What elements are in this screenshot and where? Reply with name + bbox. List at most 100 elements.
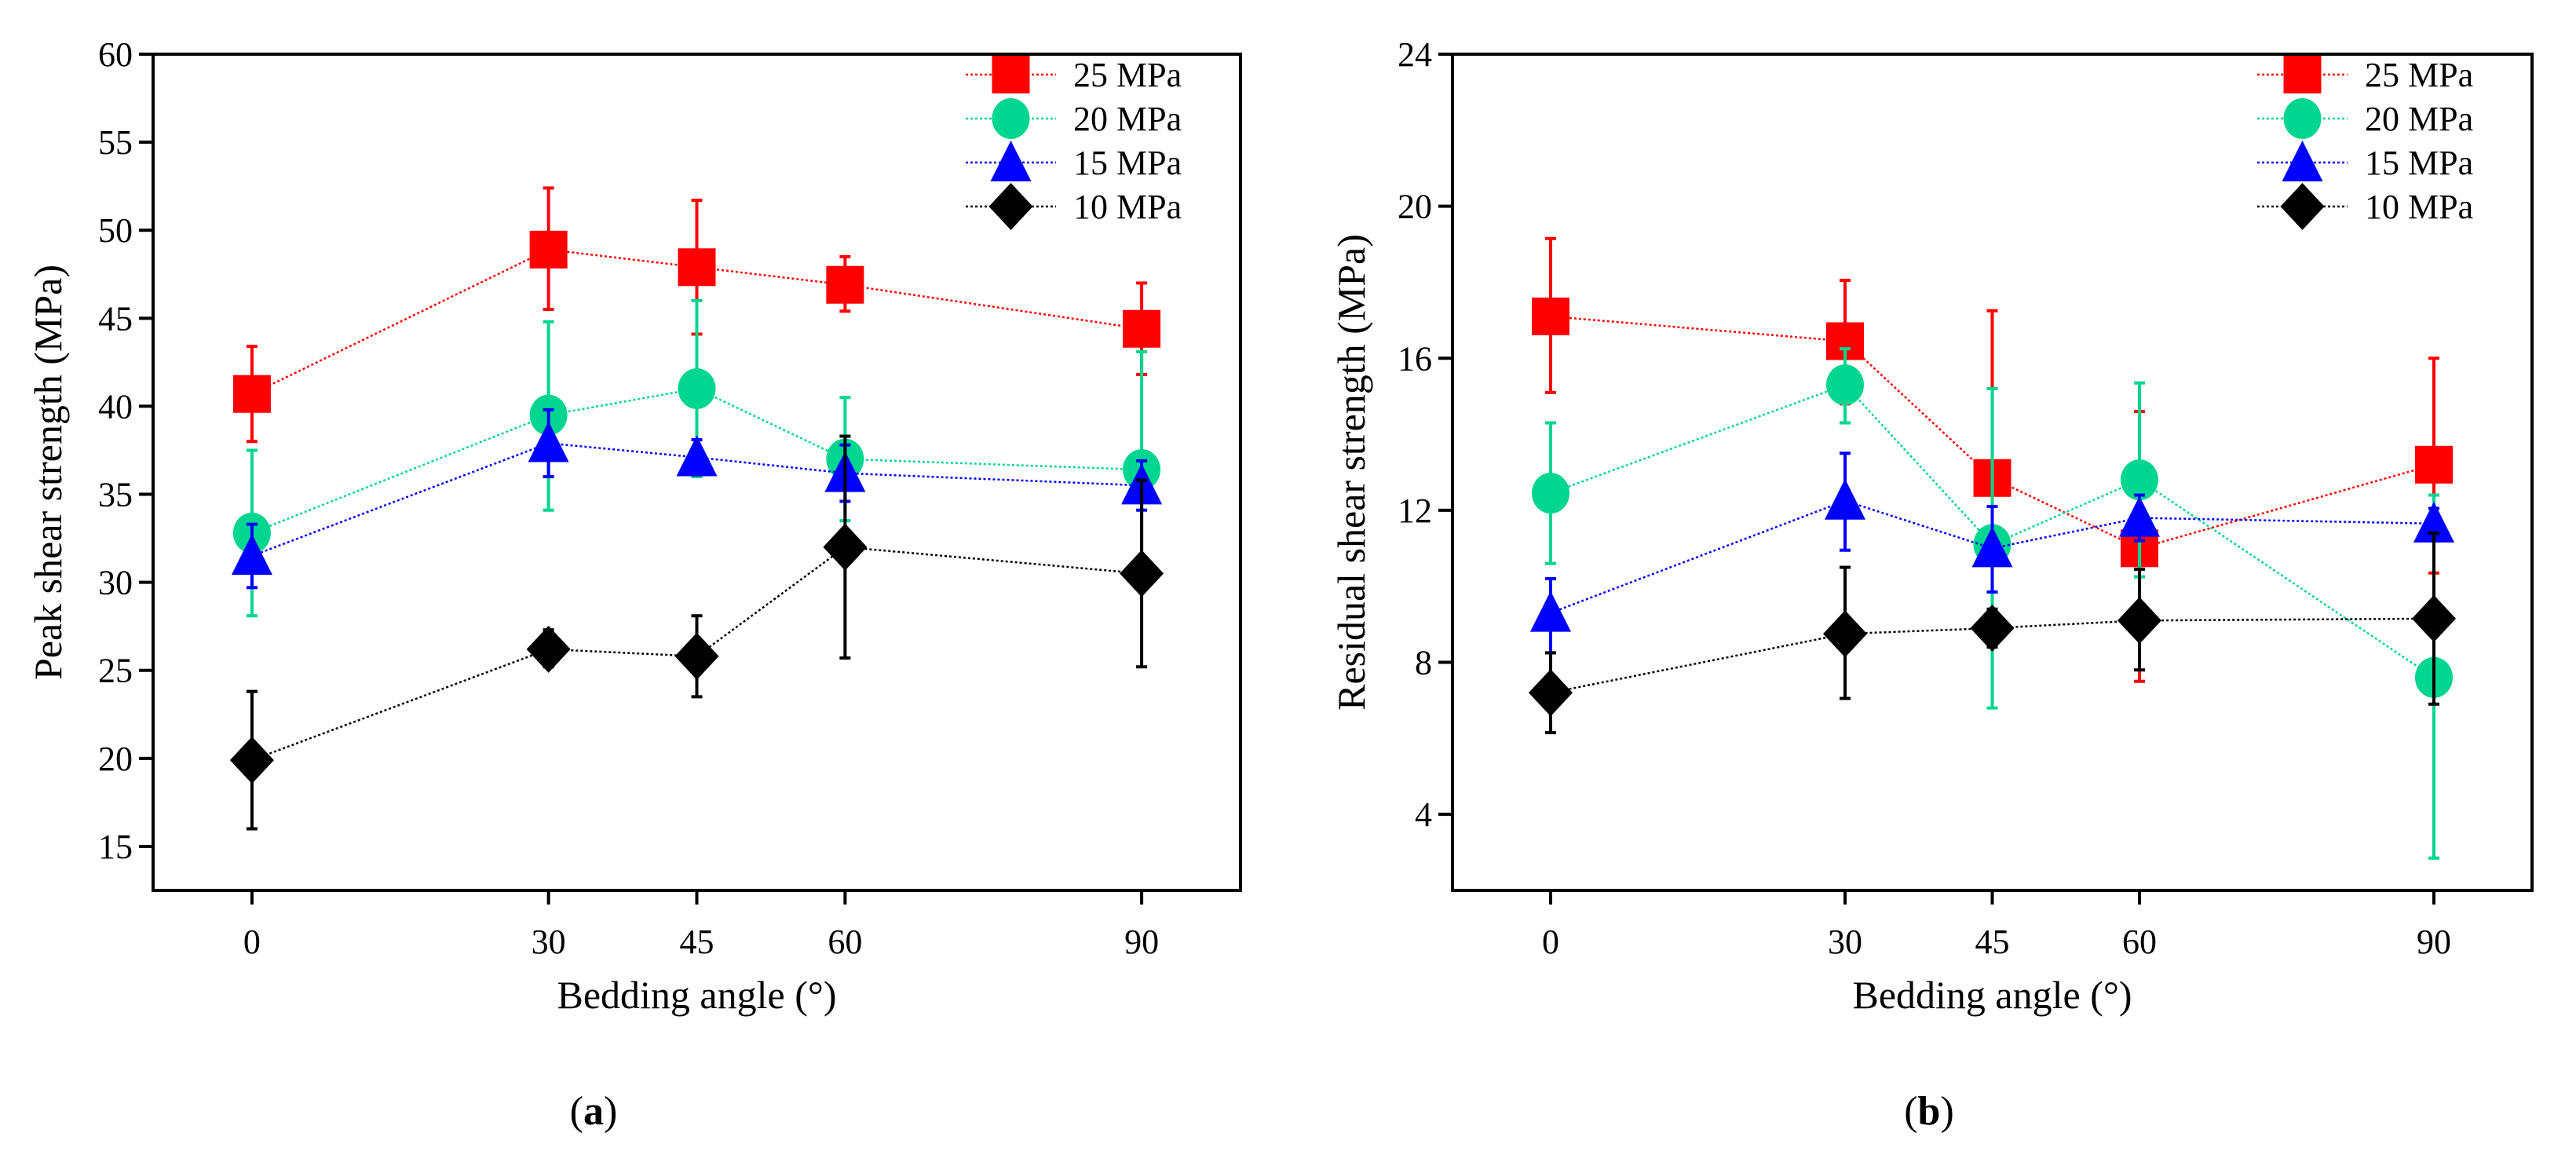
x-tick-label: 45 <box>680 923 714 961</box>
y-tick-label: 24 <box>1398 35 1432 74</box>
data-point <box>2117 597 2161 645</box>
data-point <box>678 368 716 409</box>
data-point <box>229 736 274 784</box>
data-point <box>1530 590 1571 632</box>
legend: 25 MPa 20 MPa 15 MPa 10 MPa <box>966 56 1182 230</box>
x-tick-label: 30 <box>532 923 566 961</box>
y-tick-label: 40 <box>98 387 133 426</box>
x-tick-label: 60 <box>2122 923 2157 961</box>
legend-item: 25 MPa <box>2257 56 2473 94</box>
legend-item: 10 MPa <box>2257 183 2473 230</box>
y-tick-label: 8 <box>1415 644 1432 682</box>
legend-label: 15 MPa <box>2365 144 2473 182</box>
data-point <box>2412 594 2456 642</box>
legend-label: 20 MPa <box>2365 100 2473 138</box>
x-tick-label: 0 <box>1542 923 1559 961</box>
y-tick-label: 16 <box>1398 339 1432 378</box>
data-point <box>674 632 719 680</box>
y-tick-label: 45 <box>98 299 133 338</box>
legend-marker <box>2282 141 2323 181</box>
y-tick-label: 60 <box>98 35 133 74</box>
series-line <box>1550 499 2435 614</box>
chart-b: 4 8 12 16 20 24 0 30 45 60 90 Bedding angle (°) Resi… <box>1329 35 2534 1134</box>
data-point <box>1532 473 1569 514</box>
legend-label: 20 MPa <box>1073 100 1182 138</box>
data-point <box>1529 669 1573 717</box>
x-tick-label: 45 <box>1975 923 2010 961</box>
y-tick-label: 12 <box>1398 492 1432 530</box>
legend-marker <box>2280 183 2325 230</box>
data-point <box>1971 526 2013 568</box>
legend-item: 20 MPa <box>966 98 1182 139</box>
data-point <box>526 625 571 673</box>
data-point <box>232 375 271 413</box>
legend-marker <box>988 183 1033 230</box>
data-point <box>2415 445 2453 484</box>
data-point <box>1970 604 2015 652</box>
y-axis-label: Residual shear strength (MPa) <box>1329 234 1373 711</box>
data-point <box>676 435 718 477</box>
series-line <box>251 387 1142 535</box>
panel-caption: (b) <box>1904 1089 1954 1134</box>
y-tick-label: 35 <box>98 476 133 514</box>
data-point <box>678 248 716 287</box>
data-point <box>528 421 569 462</box>
legend-marker <box>992 98 1030 139</box>
legend-item: 25 MPa <box>966 56 1182 94</box>
legend-marker <box>2283 98 2322 139</box>
data-point <box>826 265 864 304</box>
data-point <box>2413 501 2454 543</box>
panel-caption: (a) <box>570 1089 618 1134</box>
series-20-mpa <box>1532 347 2453 860</box>
series-10-mpa <box>1529 531 2456 735</box>
legend-marker <box>992 56 1030 93</box>
legend: 25 MPa 20 MPa 15 MPa 10 MPa <box>2257 56 2473 230</box>
series-15-mpa <box>231 408 1163 590</box>
x-axis-label: Bedding angle (°) <box>557 973 836 1017</box>
panel-caption-letter: b <box>1918 1089 1941 1134</box>
x-tick-label: 30 <box>1828 923 1862 961</box>
y-tick-label: 25 <box>98 652 133 690</box>
data-point <box>1123 309 1161 348</box>
legend-label: 25 MPa <box>1073 56 1182 94</box>
x-tick-label: 60 <box>828 923 862 961</box>
y-tick-label: 55 <box>98 123 133 162</box>
legend-item: 15 MPa <box>2257 141 2473 182</box>
data-point <box>1120 550 1164 598</box>
y-tick-label: 30 <box>98 564 133 602</box>
legend-marker <box>990 141 1032 181</box>
x-tick-label: 90 <box>1124 923 1159 961</box>
x-axis-label: Bedding angle (°) <box>1852 973 2132 1017</box>
y-tick-label: 20 <box>98 740 133 778</box>
data-point <box>2121 459 2158 501</box>
legend-marker <box>2283 56 2322 93</box>
x-tick-label: 0 <box>243 923 261 961</box>
series-25-mpa <box>232 186 1161 444</box>
chart-a: 15 20 25 30 35 40 45 50 55 60 0 30 45 60 90 Bedding ang… <box>26 35 1242 1134</box>
y-tick-label: 15 <box>98 828 133 866</box>
legend-label: 15 MPa <box>1073 144 1182 182</box>
series-10-mpa <box>229 434 1164 831</box>
series-15-mpa <box>1530 451 2454 655</box>
data-point <box>231 534 272 575</box>
panel-caption-letter: a <box>583 1089 604 1134</box>
y-axis-label: Peak shear strength (MPa) <box>26 265 70 680</box>
y-tick-label: 20 <box>1398 188 1432 226</box>
legend-item: 20 MPa <box>2257 98 2473 139</box>
data-point <box>2119 495 2160 537</box>
legend-item: 10 MPa <box>966 183 1182 230</box>
legend-item: 15 MPa <box>966 141 1182 182</box>
data-point <box>1532 298 1569 336</box>
x-tick-label: 90 <box>2417 923 2451 961</box>
y-tick-label: 50 <box>98 211 133 250</box>
data-point <box>1826 364 1864 406</box>
data-point <box>1825 478 1865 520</box>
data-point <box>529 230 568 269</box>
y-tick-label: 4 <box>1415 795 1432 834</box>
legend-label: 10 MPa <box>2365 188 2473 226</box>
series-line <box>1550 383 2435 678</box>
legend-label: 25 MPa <box>2365 56 2473 94</box>
data-point <box>1823 610 1867 658</box>
legend-label: 10 MPa <box>1073 188 1182 226</box>
